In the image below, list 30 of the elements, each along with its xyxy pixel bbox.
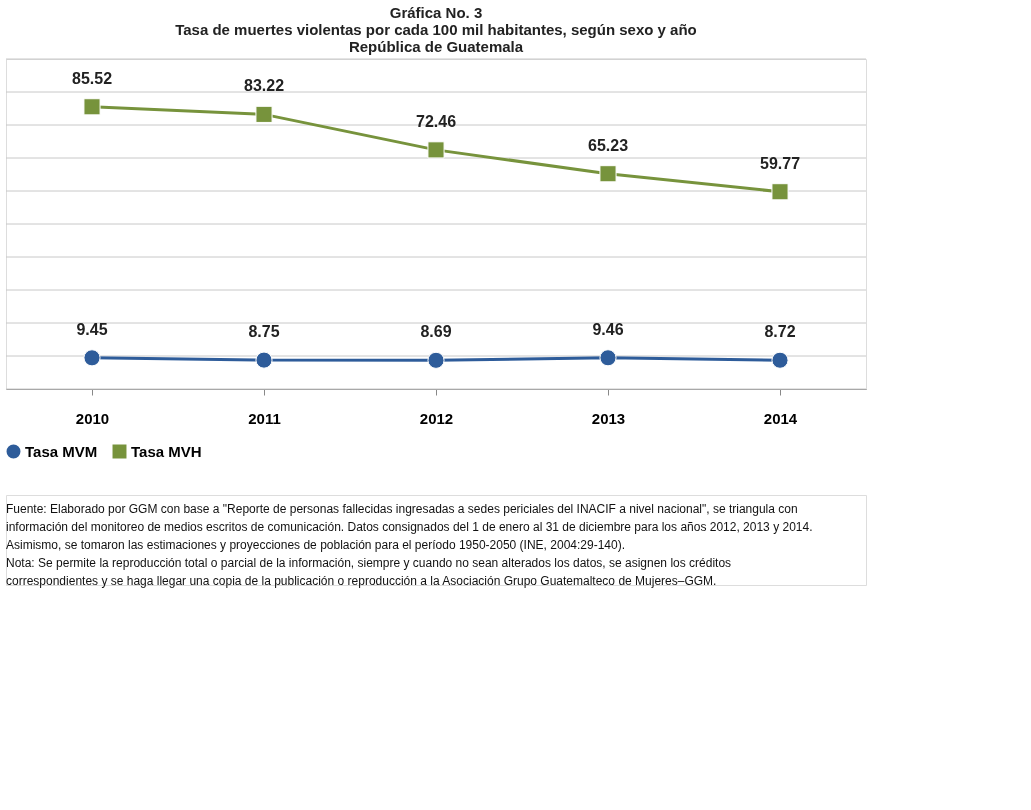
data-label: 8.69 [420,323,452,341]
data-label: 85.52 [71,69,113,87]
x-tick-label: 2010 [75,409,110,427]
x-tick-label: 2012 [419,409,454,427]
legend-label: Tasa MVM [25,442,98,460]
source-note: Fuente: Elaborado por GGM con base a "Reporte de personas fallecidas ingresadas a sedes periciales del INACIF a nivel nacional", se triangula con información del monitoreo de medios escritos de comunicación. Datos consignados del 1 de enero al 31 de diciembre para los años 2012, 2013 y 2014. Asimismo, se tomaron las estimaciones y proyecciones de población para el período 1950-2050 (INE, 2004:29-140). [6,502,813,552]
data-label: 8.75 [248,323,280,341]
point [771,351,789,369]
data-label: 65.23 [587,136,629,154]
point [427,141,445,159]
point [599,165,617,183]
chart-title: Gráfica No. 3 Tasa de muertes violentas por cada 100 mil habitantes, según sexo y año República de Guatemala [175,3,697,55]
point [427,351,445,369]
x-tick-label: 2011 [248,409,281,427]
data-label: 8.72 [764,323,796,341]
text: Nota: Se permite la reproducción total o parcial de la información, siempre y cuando no sean alterados los datos, se asignen los créditos correspondientes y se haga llegar una copia de la publicación o reproducción a la Asociación Grupo Guatemalteco de Mujeres–GGM. [6,556,732,588]
point [771,183,789,201]
data-label: 83.22 [243,77,285,95]
point [83,349,101,367]
point [83,98,101,116]
point [255,105,273,123]
legend-label: Tasa MVH [131,442,202,460]
data-label: 59.77 [759,154,801,172]
x-tick-label: 2013 [591,409,626,427]
data-label: 9.46 [592,320,624,338]
x-tick-label: 2014 [763,409,798,427]
point [599,349,617,367]
point [255,351,273,369]
data-label: 9.45 [76,320,108,338]
data-label: 72.46 [415,112,457,130]
